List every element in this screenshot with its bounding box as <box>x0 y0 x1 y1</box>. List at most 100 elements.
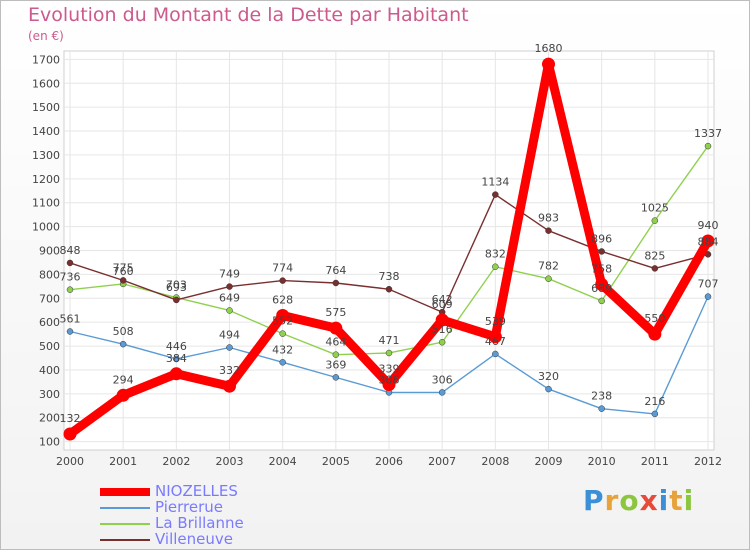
x-tick-label: 2007 <box>428 455 456 468</box>
data-point <box>704 142 712 150</box>
y-tick-label: 300 <box>39 388 60 401</box>
data-point <box>545 385 552 393</box>
data-label: 1337 <box>694 127 722 140</box>
data-label: 539 <box>485 315 506 328</box>
line-chart: 100 200 300 400 500 600 700 800 900 1000 1100 1200 1… <box>32 42 722 468</box>
data-label: 940 <box>698 219 719 232</box>
data-point <box>66 328 74 335</box>
x-tick-label: 2005 <box>322 455 350 468</box>
x-tick-label: 2006 <box>375 455 403 468</box>
logo-letter: i <box>658 484 670 517</box>
data-point <box>173 296 180 304</box>
data-label: 561 <box>60 312 81 325</box>
x-tick-label: 2003 <box>216 455 244 468</box>
data-point <box>119 277 127 284</box>
data-label: 332 <box>219 364 240 377</box>
data-label: 550 <box>644 312 665 325</box>
x-tick-label: 2001 <box>109 455 137 468</box>
logo-letter: P <box>583 484 605 517</box>
data-point <box>63 427 77 441</box>
data-label: 132 <box>60 412 81 425</box>
data-point <box>332 279 340 287</box>
data-point <box>332 374 340 381</box>
y-tick-label: 100 <box>39 436 60 449</box>
data-point <box>598 405 605 412</box>
data-point <box>651 217 659 224</box>
data-label: 432 <box>272 343 293 356</box>
data-label: 508 <box>113 325 134 338</box>
data-label: 884 <box>698 235 719 248</box>
data-label: 494 <box>219 329 240 342</box>
y-tick-label: 1700 <box>32 53 60 66</box>
x-tick-label: 2004 <box>269 455 297 468</box>
data-point <box>492 191 499 198</box>
x-tick-label: 2011 <box>641 455 669 468</box>
data-label: 467 <box>485 335 506 348</box>
legend-label: La Brillanne <box>155 514 244 532</box>
data-point <box>545 227 552 234</box>
y-tick-label: 400 <box>39 364 60 377</box>
data-label: 628 <box>272 293 293 306</box>
data-point <box>492 263 499 270</box>
y-tick-label: 1200 <box>32 173 60 186</box>
x-tick-label: 2010 <box>588 455 616 468</box>
data-label: 774 <box>272 262 293 275</box>
logo-letter: o <box>619 484 640 517</box>
data-label: 642 <box>432 293 453 306</box>
y-tick-label: 500 <box>39 340 60 353</box>
proxiti-logo: Proxiti <box>583 484 694 517</box>
data-point <box>66 259 74 267</box>
data-label: 339 <box>379 363 400 376</box>
data-label: 736 <box>60 271 81 284</box>
data-point <box>542 57 555 71</box>
data-point <box>704 293 712 300</box>
data-point <box>492 350 499 358</box>
data-label: 294 <box>113 373 134 386</box>
data-point <box>276 308 290 322</box>
data-label: 471 <box>379 334 400 347</box>
data-point <box>598 297 605 305</box>
data-point <box>66 286 74 293</box>
data-label: 832 <box>485 248 506 261</box>
legend-swatch <box>100 539 150 541</box>
y-tick-label: 1500 <box>32 101 60 114</box>
data-point <box>438 338 446 346</box>
data-label: 782 <box>538 260 559 273</box>
y-tick-label: 700 <box>39 292 60 305</box>
y-tick-label: 1000 <box>32 221 60 234</box>
y-tick-label: 1300 <box>32 149 60 162</box>
x-tick-label: 2012 <box>694 455 722 468</box>
data-label: 775 <box>113 261 134 274</box>
data-label: 1134 <box>481 176 509 189</box>
logo-letter: i <box>683 484 695 517</box>
data-label: 1025 <box>641 202 669 215</box>
data-label: 703 <box>166 279 187 292</box>
data-label: 764 <box>325 264 346 277</box>
chart-title: Evolution du Montant de la Dette par Hab… <box>28 4 469 26</box>
data-point <box>332 351 340 358</box>
data-label: 738 <box>379 270 400 283</box>
data-label: 384 <box>166 352 187 365</box>
y-tick-label: 900 <box>39 245 60 258</box>
data-label: 693 <box>166 281 187 294</box>
data-point <box>595 277 609 291</box>
data-point <box>701 234 715 248</box>
data-label: 848 <box>60 244 81 257</box>
data-label: 1680 <box>535 42 563 55</box>
data-label: 369 <box>325 358 346 371</box>
data-label: 749 <box>219 268 240 281</box>
y-tick-label: 800 <box>39 268 60 281</box>
data-point <box>279 277 286 284</box>
data-point <box>385 349 393 357</box>
y-tick-label: 1400 <box>32 125 60 138</box>
data-point <box>226 283 233 290</box>
logo-letter: r <box>604 484 620 517</box>
data-point <box>173 355 180 363</box>
data-point <box>648 327 662 341</box>
data-label: 238 <box>591 390 612 403</box>
data-label: 306 <box>432 373 453 386</box>
data-point <box>435 313 449 327</box>
data-label: 707 <box>698 278 719 291</box>
data-label: 825 <box>644 249 665 262</box>
legend-label: Villeneuve <box>155 530 234 548</box>
